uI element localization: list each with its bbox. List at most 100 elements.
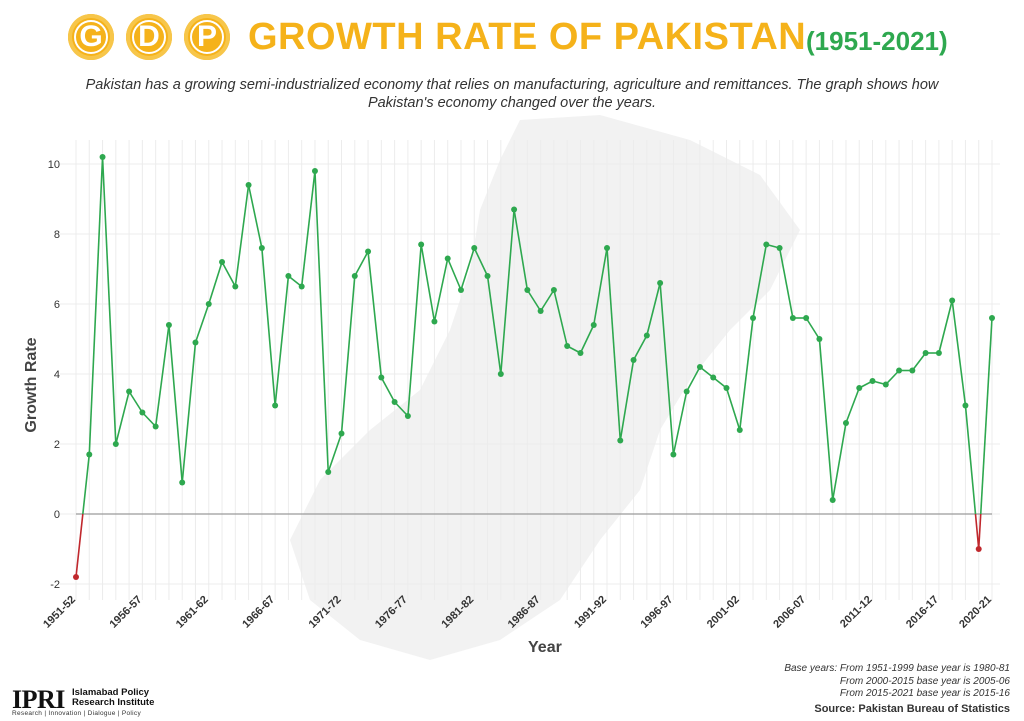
- series-segment: [938, 300, 953, 354]
- data-point: [577, 350, 584, 356]
- data-point: [962, 402, 969, 409]
- x-tick-label: 1981-82: [439, 594, 476, 631]
- data-point: [604, 245, 611, 251]
- x-tick-label: 1971-72: [307, 594, 344, 631]
- series-segment: [340, 275, 356, 434]
- series-segment: [141, 411, 157, 428]
- data-point: [192, 339, 199, 346]
- series-segment: [433, 258, 449, 322]
- data-point: [86, 451, 93, 458]
- header: G D P GROWTH RATE OF PAKISTAN (1951-2021…: [0, 12, 1024, 72]
- data-point: [325, 469, 332, 475]
- data-point: [311, 168, 318, 174]
- d-coin-icon: D: [126, 14, 172, 60]
- x-tick-label: 2020-21: [957, 594, 994, 631]
- x-tick-label: 1996-97: [638, 594, 675, 631]
- data-point: [351, 273, 358, 279]
- series-segment: [513, 209, 529, 291]
- x-tick-label: 2011-12: [838, 594, 875, 631]
- data-point: [152, 423, 159, 430]
- series-segment: [831, 422, 847, 501]
- data-point: [617, 437, 624, 444]
- series-segment: [115, 391, 130, 445]
- data-point: [630, 357, 637, 363]
- data-point: [550, 287, 557, 293]
- data-point: [789, 315, 796, 321]
- x-tick-label: 1956-57: [107, 594, 144, 631]
- subtitle: Pakistan has a growing semi-industrializ…: [85, 77, 939, 111]
- series-segment: [473, 247, 489, 277]
- series-segment: [88, 156, 104, 455]
- data-point: [378, 374, 385, 381]
- logo-mark: IPRI: [12, 685, 65, 714]
- series-segment: [247, 184, 263, 249]
- data-point: [524, 287, 531, 293]
- series-line: [75, 156, 993, 578]
- series-segment: [738, 317, 754, 431]
- series-segment: [446, 258, 462, 291]
- data-point: [219, 259, 226, 265]
- series-segment: [181, 342, 197, 483]
- series-segment: [460, 247, 476, 291]
- series-segment: [672, 391, 688, 455]
- note-line-3: From 2015-2021 base year is 2015-16: [839, 688, 1010, 699]
- y-tick-label: 4: [54, 369, 60, 381]
- data-point: [404, 413, 411, 419]
- y-tick-label: 0: [54, 509, 60, 521]
- data-point: [245, 182, 252, 188]
- series-segment: [977, 513, 982, 550]
- series-segment: [75, 513, 84, 578]
- series-segment: [168, 324, 184, 483]
- note-line-1: Base years: From 1951-1999 base year is …: [784, 663, 1010, 674]
- series-segment: [778, 247, 794, 319]
- data-point: [935, 350, 942, 356]
- data-point: [842, 420, 849, 426]
- data-point: [511, 206, 518, 213]
- series-segment: [128, 391, 144, 413]
- note-line-2: From 2000-2015 base year is 2005-06: [839, 675, 1010, 687]
- series-segment: [367, 251, 383, 378]
- series-segment: [407, 244, 422, 417]
- series-segment: [553, 289, 568, 347]
- data-point: [896, 367, 903, 374]
- data-point: [590, 322, 597, 328]
- data-point: [99, 154, 106, 160]
- data-point: [736, 427, 743, 433]
- series-segment: [380, 377, 396, 403]
- data-point: [365, 248, 372, 255]
- data-point: [670, 451, 677, 458]
- source-credit: Source: Pakistan Bureau of Statistics: [814, 703, 1010, 715]
- data-point: [112, 441, 119, 447]
- data-point: [776, 245, 783, 251]
- y-tick-label: -2: [50, 579, 60, 591]
- series-segment: [500, 209, 515, 375]
- series-segment: [101, 156, 117, 445]
- series-segment: [725, 387, 741, 431]
- data-point: [298, 283, 305, 290]
- g-coin-icon: G: [68, 14, 114, 60]
- x-tick-label: 2001-02: [705, 594, 742, 631]
- x-axis-label: Year: [528, 639, 562, 656]
- series-segment: [234, 184, 250, 287]
- data-point: [205, 301, 212, 307]
- data-point: [683, 388, 690, 395]
- data-point: [139, 409, 146, 416]
- y-tick-label: 2: [54, 439, 60, 451]
- series-segment: [314, 170, 330, 473]
- series-segment: [632, 335, 648, 361]
- data-point: [949, 297, 956, 304]
- series-segment: [154, 324, 170, 427]
- series-segment: [974, 513, 980, 550]
- data-points: [73, 154, 995, 580]
- logo-tagline: Research | Innovation | Dialogue | Polic…: [12, 710, 142, 717]
- data-point: [816, 336, 823, 342]
- data-point: [484, 273, 491, 279]
- data-point: [882, 381, 889, 388]
- series-segment: [685, 366, 701, 392]
- x-tick-label: 1986-87: [506, 594, 543, 631]
- series-segment: [354, 251, 369, 277]
- data-point: [391, 399, 398, 405]
- y-tick-labels: -2 0 2 4 6 8 10: [48, 159, 60, 591]
